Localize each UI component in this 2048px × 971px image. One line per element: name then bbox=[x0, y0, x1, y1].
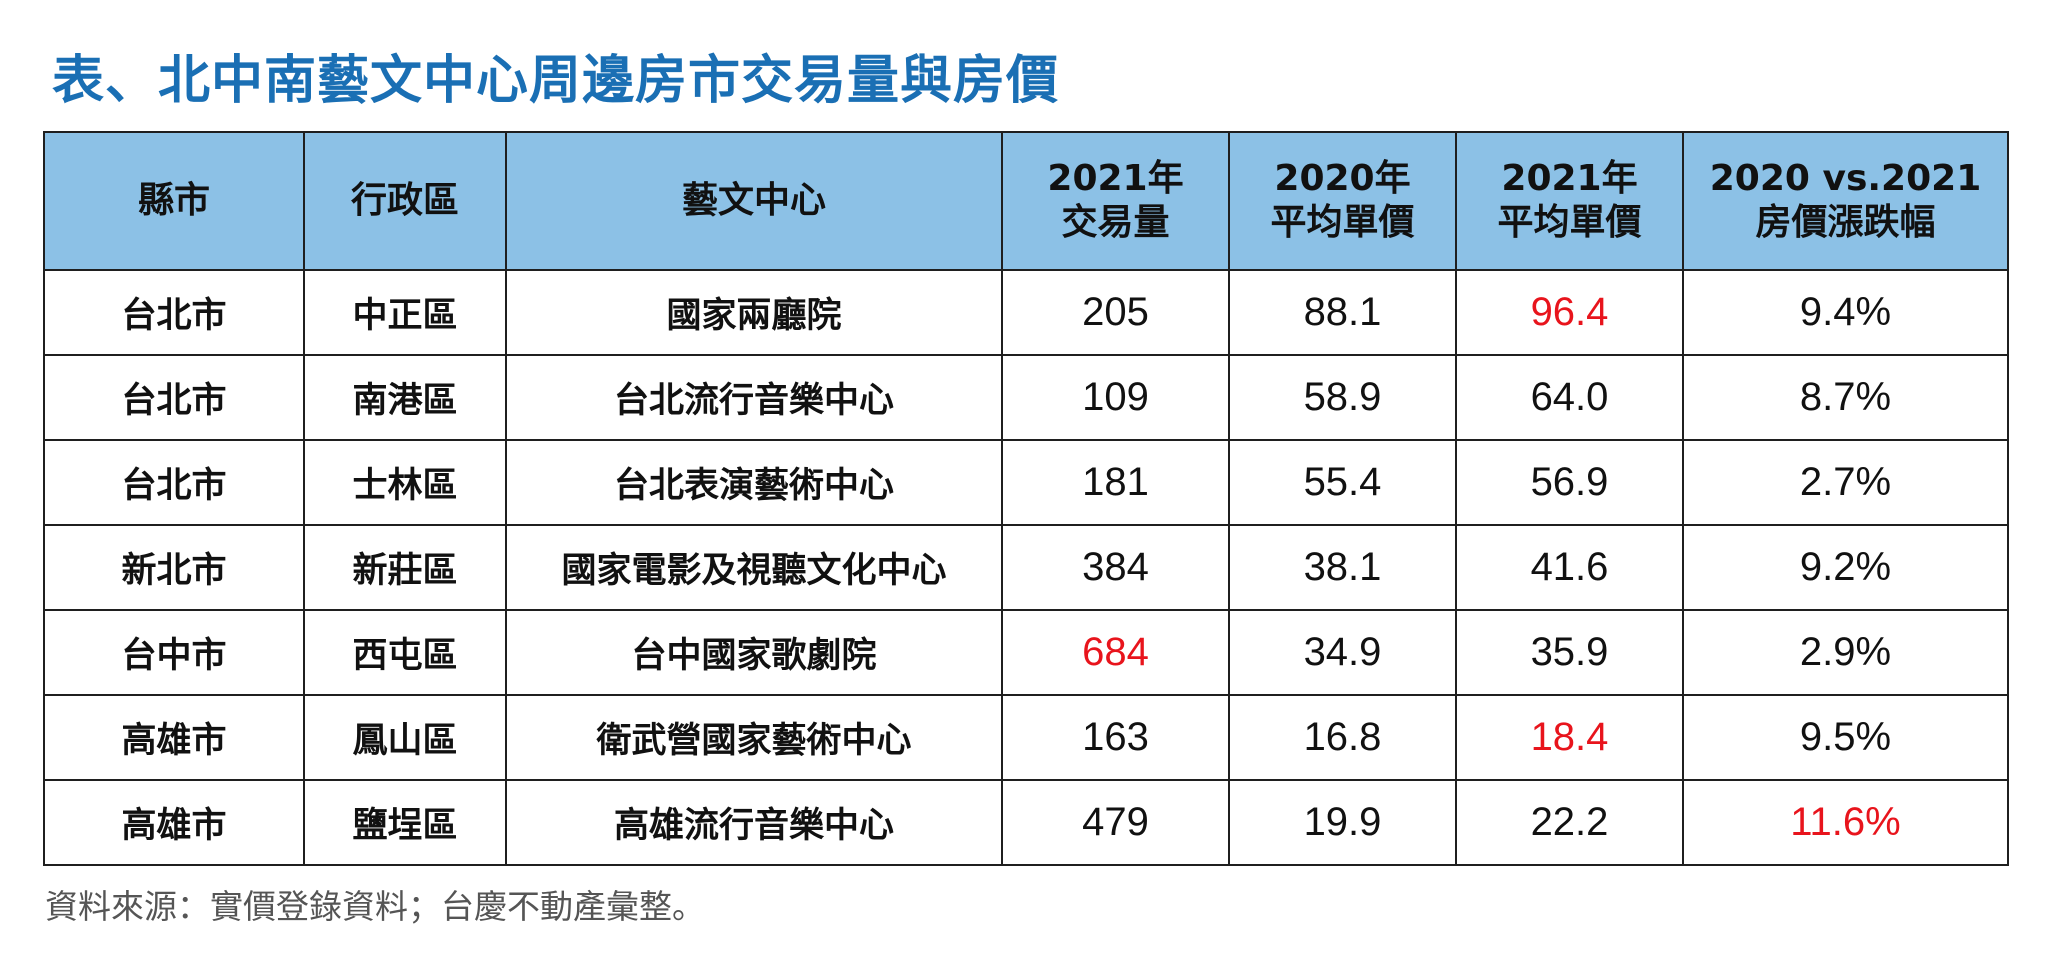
cell-price-change: 9.2% bbox=[1682, 524, 2009, 611]
cell-price-change: 2.7% bbox=[1682, 439, 2009, 526]
cell-price-change: 8.7% bbox=[1682, 354, 2009, 441]
table-row: 台北市 南港區 台北流行音樂中心 109 58.9 64.0 8.7% bbox=[43, 354, 2009, 441]
cell-price-2020: 38.1 bbox=[1228, 524, 1457, 611]
header-county: 縣市 bbox=[43, 131, 305, 271]
cell-price-2021: 41.6 bbox=[1455, 524, 1684, 611]
price-table: 縣市 行政區 藝文中心 2021年 交易量 2020年 平均單價 2021年 平均單價 2020 … bbox=[43, 131, 2009, 866]
cell-arts-center: 高雄流行音樂中心 bbox=[505, 779, 1003, 866]
source-note: 資料來源：實價登錄資料；台慶不動產彙整。 bbox=[45, 887, 705, 926]
cell-county: 新北市 bbox=[43, 524, 305, 611]
table-row: 台北市 士林區 台北表演藝術中心 181 55.4 56.9 2.7% bbox=[43, 439, 2009, 526]
cell-price-2021: 96.4 bbox=[1455, 269, 1684, 356]
header-district: 行政區 bbox=[303, 131, 507, 271]
cell-arts-center: 台北表演藝術中心 bbox=[505, 439, 1003, 526]
table-row: 高雄市 鳳山區 衛武營國家藝術中心 163 16.8 18.4 9.5% bbox=[43, 694, 2009, 781]
cell-volume-2021: 684 bbox=[1001, 609, 1230, 696]
header-arts-center: 藝文中心 bbox=[505, 131, 1003, 271]
cell-price-2021: 35.9 bbox=[1455, 609, 1684, 696]
cell-price-2020: 58.9 bbox=[1228, 354, 1457, 441]
cell-district: 士林區 bbox=[303, 439, 507, 526]
cell-price-2020: 55.4 bbox=[1228, 439, 1457, 526]
cell-price-2020: 34.9 bbox=[1228, 609, 1457, 696]
header-price-2021: 2021年 平均單價 bbox=[1455, 131, 1684, 271]
header-label-line: 平均單價 bbox=[1497, 202, 1642, 243]
cell-volume-2021: 163 bbox=[1001, 694, 1230, 781]
cell-arts-center: 台中國家歌劇院 bbox=[505, 609, 1003, 696]
header-price-2020: 2020年 平均單價 bbox=[1228, 131, 1457, 271]
cell-volume-2021: 109 bbox=[1001, 354, 1230, 441]
header-label-line: 2020 vs.2021 bbox=[1709, 158, 1982, 199]
cell-price-2020: 88.1 bbox=[1228, 269, 1457, 356]
header-label-line: 2020年 bbox=[1274, 158, 1411, 199]
header-label-line: 交易量 bbox=[1061, 202, 1170, 243]
table-row: 台中市 西屯區 台中國家歌劇院 684 34.9 35.9 2.9% bbox=[43, 609, 2009, 696]
cell-price-change: 9.4% bbox=[1682, 269, 2009, 356]
cell-county: 台北市 bbox=[43, 354, 305, 441]
cell-price-2021: 56.9 bbox=[1455, 439, 1684, 526]
table-body: 台北市 中正區 國家兩廳院 205 88.1 96.4 9.4% 台北市 南港區 台北流行音樂中心… bbox=[43, 269, 2009, 866]
cell-district: 新莊區 bbox=[303, 524, 507, 611]
header-label-line: 平均單價 bbox=[1270, 202, 1415, 243]
chart-title: 表、北中南藝文中心周邊房市交易量與房價 bbox=[52, 51, 1060, 111]
table-header: 縣市 行政區 藝文中心 2021年 交易量 2020年 平均單價 2021年 平均單價 2020 … bbox=[43, 131, 2009, 271]
cell-price-change: 11.6% bbox=[1682, 779, 2009, 866]
cell-district: 鹽埕區 bbox=[303, 779, 507, 866]
header-volume-2021: 2021年 交易量 bbox=[1001, 131, 1230, 271]
header-row: 縣市 行政區 藝文中心 2021年 交易量 2020年 平均單價 2021年 平均單價 2020 … bbox=[43, 131, 2009, 271]
table-row: 高雄市 鹽埕區 高雄流行音樂中心 479 19.9 22.2 11.6% bbox=[43, 779, 2009, 866]
cell-volume-2021: 384 bbox=[1001, 524, 1230, 611]
cell-price-2021: 18.4 bbox=[1455, 694, 1684, 781]
cell-district: 中正區 bbox=[303, 269, 507, 356]
cell-arts-center: 國家電影及視聽文化中心 bbox=[505, 524, 1003, 611]
header-label-line: 藝文中心 bbox=[681, 180, 826, 221]
cell-price-change: 2.9% bbox=[1682, 609, 2009, 696]
cell-county: 台北市 bbox=[43, 269, 305, 356]
cell-volume-2021: 205 bbox=[1001, 269, 1230, 356]
cell-price-2021: 64.0 bbox=[1455, 354, 1684, 441]
cell-price-change: 9.5% bbox=[1682, 694, 2009, 781]
header-label-line: 房價漲跌幅 bbox=[1755, 202, 1936, 243]
cell-price-2020: 19.9 bbox=[1228, 779, 1457, 866]
cell-volume-2021: 479 bbox=[1001, 779, 1230, 866]
header-label-line: 行政區 bbox=[350, 180, 459, 221]
cell-arts-center: 台北流行音樂中心 bbox=[505, 354, 1003, 441]
cell-volume-2021: 181 bbox=[1001, 439, 1230, 526]
table-row: 新北市 新莊區 國家電影及視聽文化中心 384 38.1 41.6 9.2% bbox=[43, 524, 2009, 611]
cell-price-2020: 16.8 bbox=[1228, 694, 1457, 781]
cell-arts-center: 衛武營國家藝術中心 bbox=[505, 694, 1003, 781]
header-label-line: 2021年 bbox=[1047, 158, 1184, 199]
cell-district: 西屯區 bbox=[303, 609, 507, 696]
cell-arts-center: 國家兩廳院 bbox=[505, 269, 1003, 356]
cell-county: 高雄市 bbox=[43, 779, 305, 866]
cell-county: 台北市 bbox=[43, 439, 305, 526]
cell-district: 南港區 bbox=[303, 354, 507, 441]
header-label-line: 2021年 bbox=[1501, 158, 1638, 199]
cell-county: 高雄市 bbox=[43, 694, 305, 781]
cell-price-2021: 22.2 bbox=[1455, 779, 1684, 866]
header-price-change: 2020 vs.2021 房價漲跌幅 bbox=[1682, 131, 2009, 271]
cell-county: 台中市 bbox=[43, 609, 305, 696]
header-label-line: 縣市 bbox=[137, 180, 210, 221]
cell-district: 鳳山區 bbox=[303, 694, 507, 781]
table-row: 台北市 中正區 國家兩廳院 205 88.1 96.4 9.4% bbox=[43, 269, 2009, 356]
